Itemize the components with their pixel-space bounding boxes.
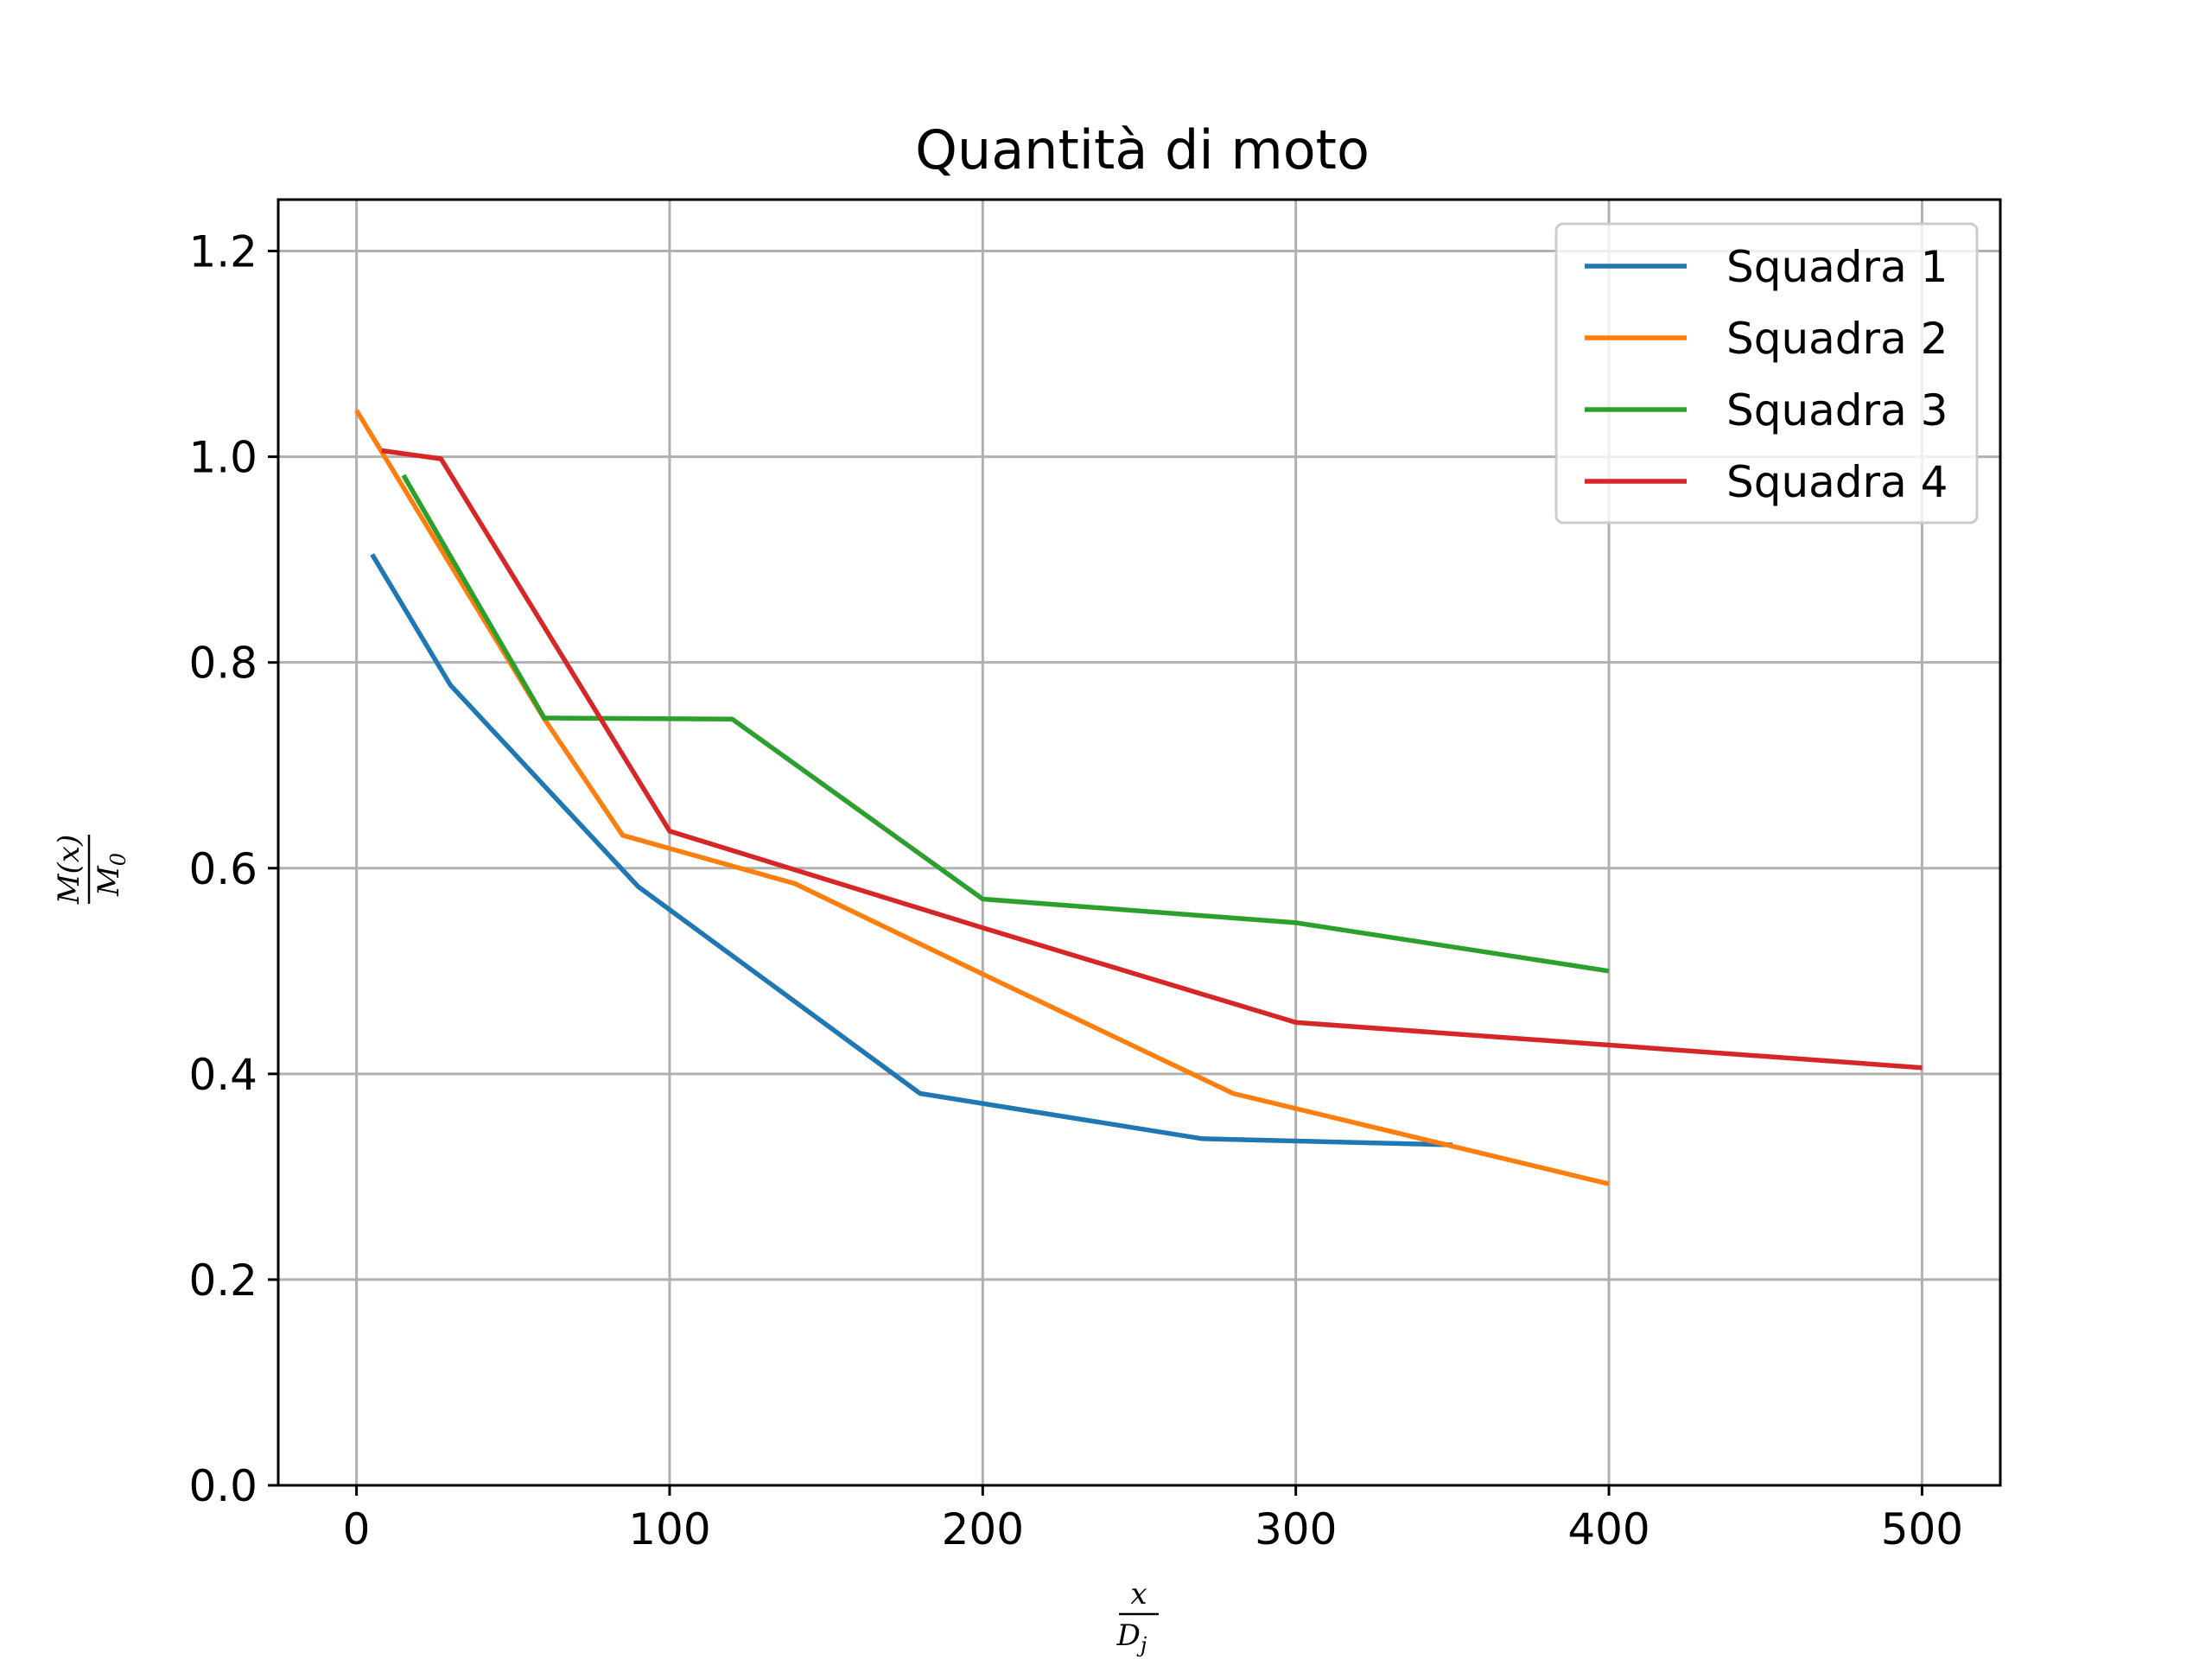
series-line-squadra-1 <box>370 553 1452 1147</box>
y-axis-label-denominator-sub: 0 <box>106 853 130 866</box>
legend-label-squadra-1: Squadra 1 <box>1726 242 1948 292</box>
x-axis-label-denominator-base: D <box>1116 1618 1141 1653</box>
grid <box>278 200 2000 1487</box>
x-tick-label: 200 <box>942 1504 1024 1554</box>
y-axis-label-denominator: M0 <box>92 853 130 897</box>
y-tick-label: 0.0 <box>188 1461 257 1511</box>
legend-label-squadra-2: Squadra 2 <box>1726 314 1948 364</box>
y-axis-label: M(x) M0 <box>52 835 130 906</box>
x-tick-label: 300 <box>1255 1504 1337 1554</box>
x-tick-label: 400 <box>1567 1504 1649 1554</box>
legend-label-squadra-4: Squadra 4 <box>1726 457 1948 507</box>
series-line-squadra-3 <box>401 474 1610 974</box>
y-tick-label: 0.4 <box>188 1050 257 1100</box>
y-tick-label: 1.0 <box>188 433 257 483</box>
y-tick-label: 0.2 <box>188 1255 257 1306</box>
x-tick-label: 0 <box>343 1504 371 1554</box>
series-group <box>354 409 1923 1186</box>
chart-title: Quantità di moto <box>915 118 1370 181</box>
plot-frame <box>276 198 2002 1487</box>
x-tick-label: 500 <box>1881 1504 1963 1554</box>
series-line-squadra-4 <box>381 448 1923 1071</box>
y-tick-label: 0.8 <box>188 639 257 689</box>
y-axis-label-numerator: M(x) <box>52 835 86 906</box>
legend: Squadra 1 Squadra 2 Squadra 3 Squadra 4 <box>1554 222 1979 524</box>
y-axis-label-denominator-base: M <box>92 865 126 897</box>
x-axis-label-numerator: x <box>1130 1577 1147 1611</box>
x-tick-label: 100 <box>628 1504 710 1554</box>
legend-label-squadra-3: Squadra 3 <box>1726 385 1948 435</box>
x-axis-label-denominator: Dj <box>1116 1618 1147 1657</box>
legend-box <box>1554 222 1979 524</box>
ticks: 0 100 200 300 400 500 0.0 0.2 0.4 0.6 0.8 1.0 1.2 <box>188 227 1963 1554</box>
y-tick-label: 0.6 <box>188 844 257 894</box>
x-axis-label: x Dj <box>1116 1577 1159 1657</box>
y-tick-label: 1.2 <box>188 227 257 277</box>
